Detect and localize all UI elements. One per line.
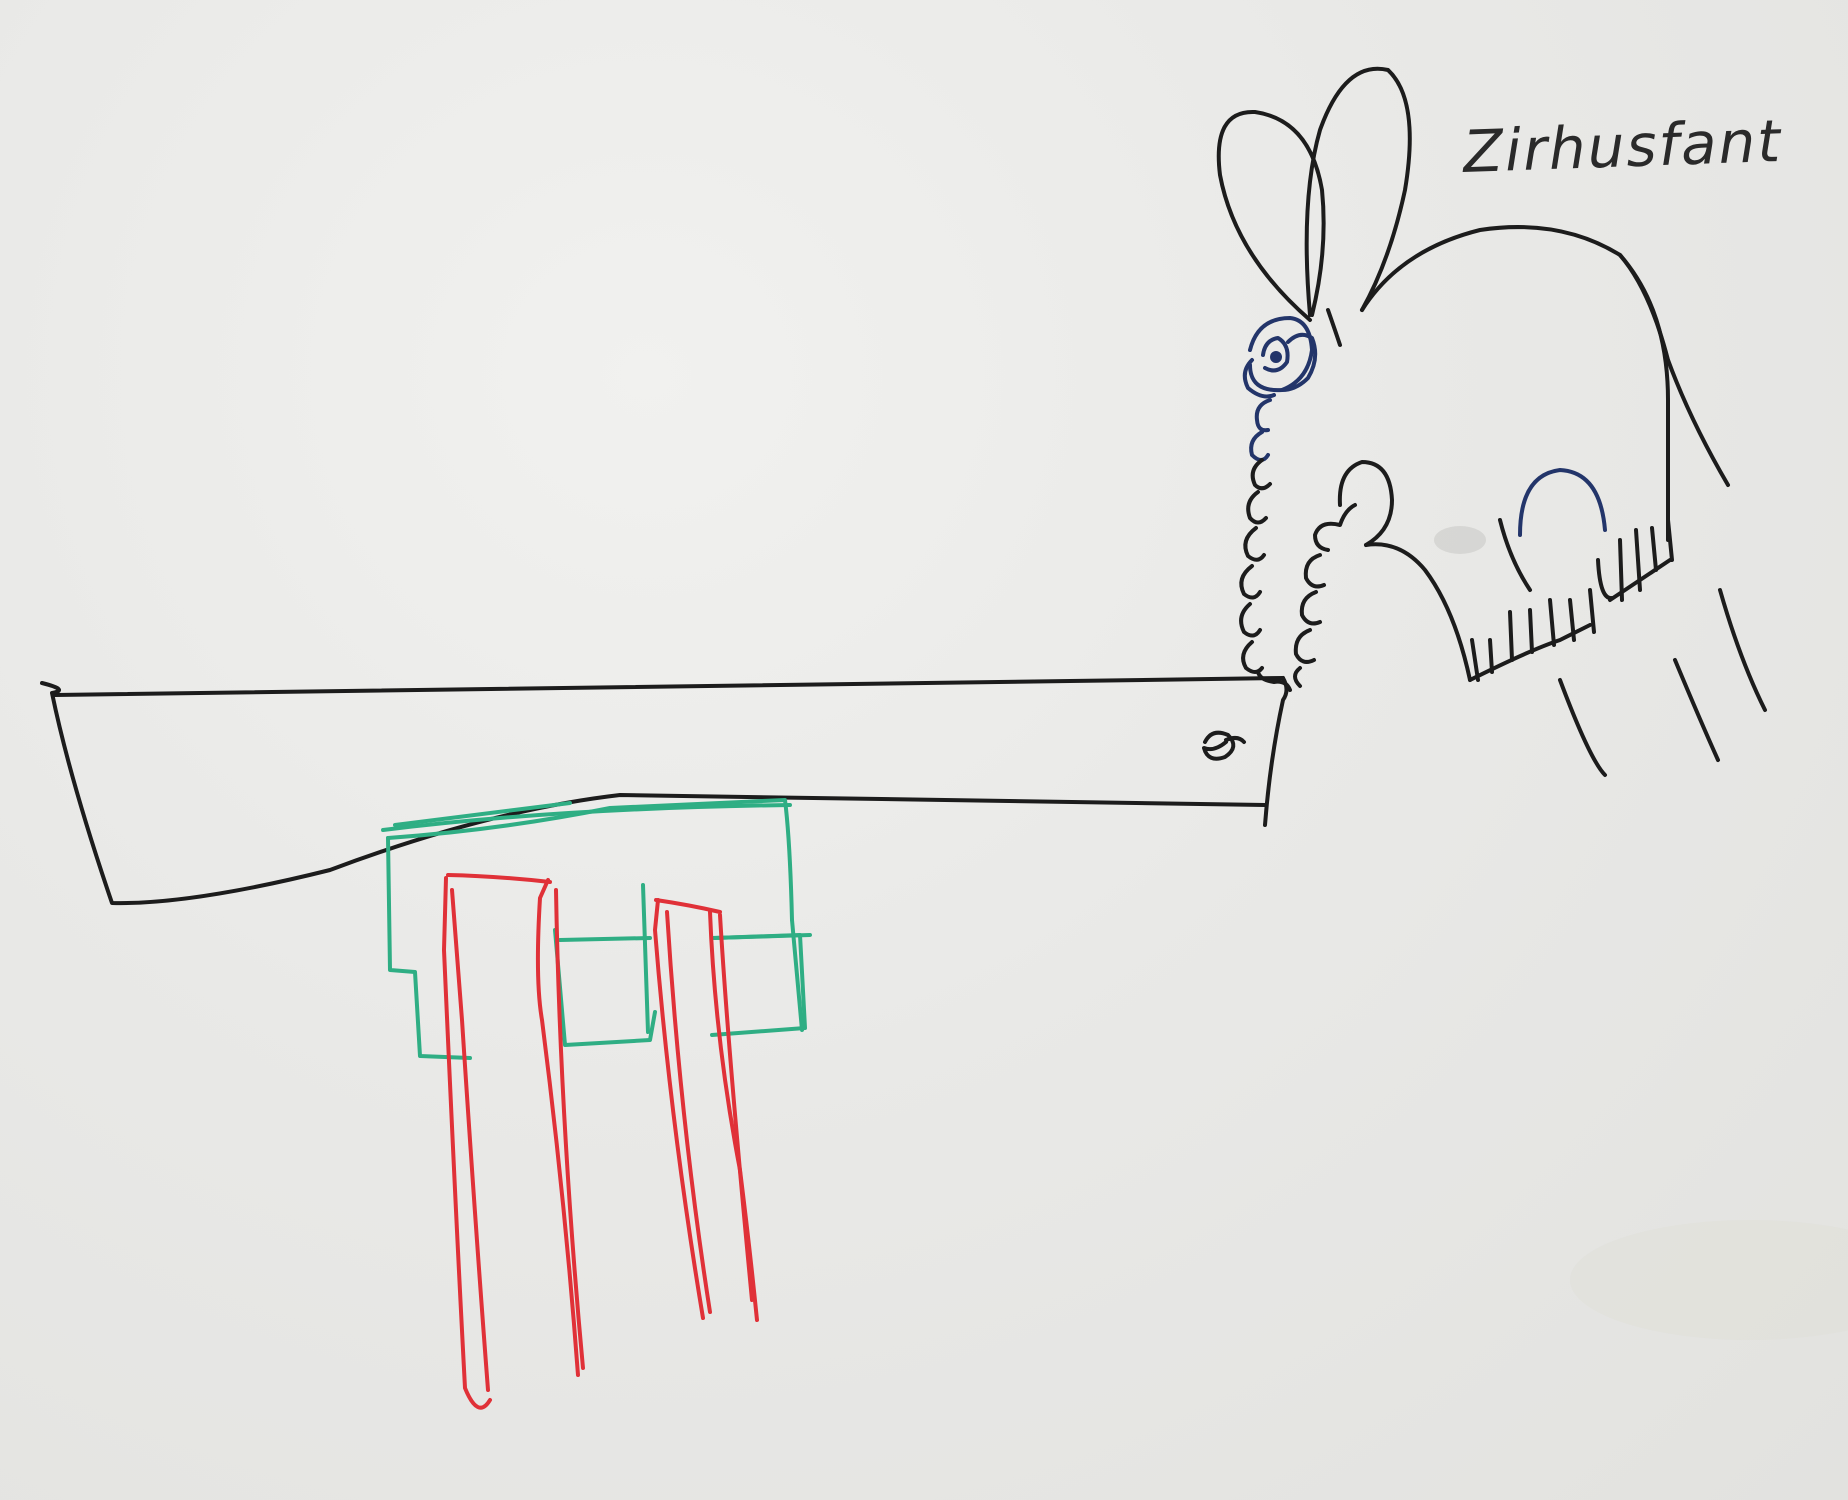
trunk-beam	[40, 676, 1289, 906]
animal-inner-curls	[1293, 460, 1394, 688]
green-support	[381, 798, 812, 1060]
whiteboard-caption: Zirhusfant	[1462, 106, 1784, 186]
animal-leg-arch	[1518, 468, 1607, 537]
nostril-mark	[1202, 730, 1246, 761]
animal-neck-curls	[1239, 458, 1292, 692]
animal-face	[1242, 316, 1318, 462]
red-legs	[442, 873, 759, 1410]
board-smudges	[1434, 526, 1848, 1340]
motion-lines	[1558, 588, 1767, 777]
animal-ears	[1216, 66, 1412, 347]
animal-body	[1360, 225, 1730, 682]
